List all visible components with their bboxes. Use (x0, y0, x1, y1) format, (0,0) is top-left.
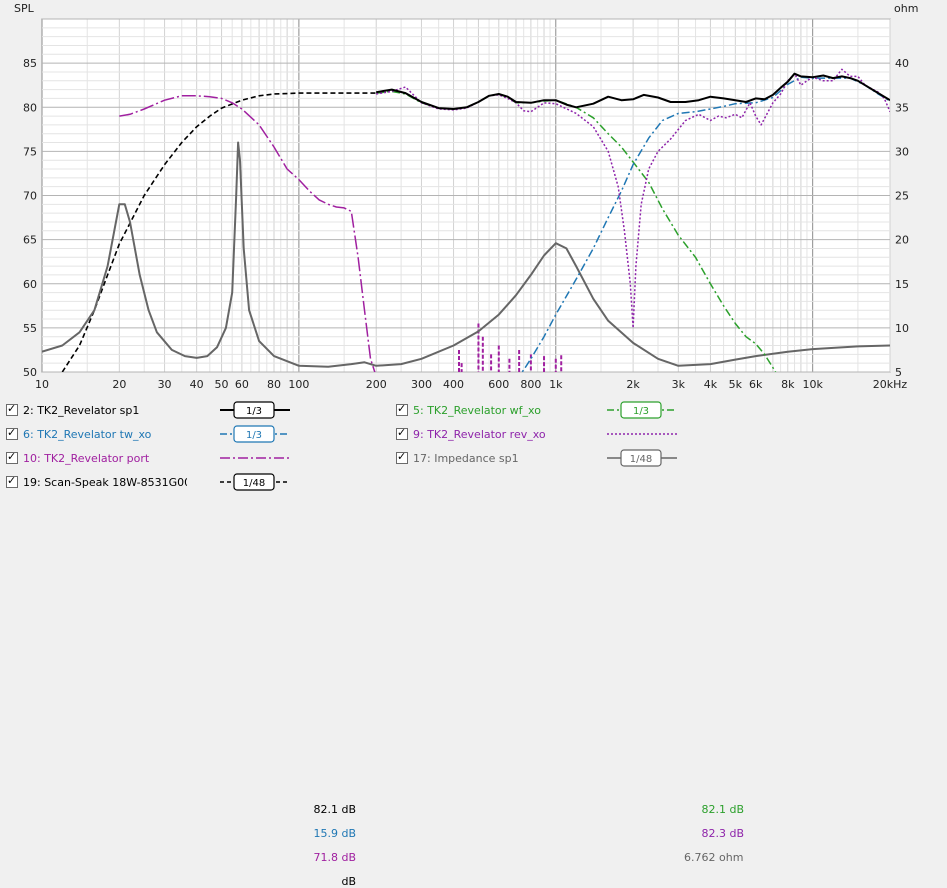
x-tick-label: 2k (626, 378, 640, 391)
x-tick-label: 100 (288, 378, 309, 391)
series-line-tk2-revelator-sp1 (376, 72, 890, 110)
y2-tick-label: 5 (895, 366, 902, 379)
legend-value: 6.762 ohm (684, 851, 744, 864)
checkbox[interactable] (396, 426, 408, 440)
checkbox[interactable] (6, 402, 18, 416)
x-tick-label: 6k (749, 378, 763, 391)
y-tick-label: 70 (23, 190, 37, 203)
x-tick-label: 5k (729, 378, 743, 391)
legend-label: 17: Impedance sp1 (413, 451, 519, 465)
x-tick-label: 200 (366, 378, 387, 391)
x-tick-label: 40 (190, 378, 204, 391)
legend-item-scan-speak[interactable]: 19: Scan-Speak 18W-8531G00 To (6, 472, 188, 492)
legend-item-rev-xo[interactable]: 9: TK2_Revelator rev_xo (396, 424, 596, 444)
x-tick-label: 50 (215, 378, 229, 391)
series-line-impedance-sp1 (42, 141, 890, 368)
x-tick-label: 10k (802, 378, 823, 391)
series-group (42, 68, 890, 372)
series-line-scan-speak-18w-8531g00-to (61, 92, 377, 372)
checkbox[interactable] (6, 426, 18, 440)
y2-tick-label: 25 (895, 190, 909, 203)
y2-tick-label: 30 (895, 145, 909, 158)
legend-item-wf-xo[interactable]: 5: TK2_Revelator wf_xo (396, 400, 596, 420)
y-tick-label: 85 (23, 57, 37, 70)
y-tick-label: 80 (23, 101, 37, 114)
x-tick-label: 4k (704, 378, 718, 391)
legend-value: 82.1 dB (313, 803, 356, 816)
legend-value: 15.9 dB (313, 827, 356, 840)
x-tick-label: 8k (781, 378, 795, 391)
legend-item-sp1[interactable]: 2: TK2_Revelator sp1 (6, 400, 386, 420)
legend: 2: TK2_Revelator sp1 82.1 dB 5: TK2_Reve… (0, 396, 947, 888)
legend-label: 10: TK2_Revelator port (23, 451, 150, 465)
x-tick-label: 80 (267, 378, 281, 391)
frequency-response-chart: 10 20 30 40 50 60 80 100 200 300 400 600 800 1k 2k 3k 4k… (14, 2, 918, 391)
y2-tick-label: 10 (895, 322, 909, 335)
y2-axis-label: ohm (894, 2, 918, 15)
grid (41, 18, 891, 373)
legend-value: dB (341, 875, 356, 888)
checkbox[interactable] (396, 402, 408, 416)
x-tick-label: 20 (112, 378, 126, 391)
y-tick-label: 75 (23, 145, 37, 158)
legend-label: 6: TK2_Revelator tw_xo (23, 427, 152, 441)
legend-label: 2: TK2_Revelator sp1 (23, 403, 140, 417)
y-axis-label: SPL (14, 2, 35, 15)
y2-tick-label: 20 (895, 234, 909, 247)
x-tick-label: 300 (411, 378, 432, 391)
y-tick-label: 55 (23, 322, 37, 335)
legend-value: 71.8 dB (313, 851, 356, 864)
legend-item-impedance[interactable]: 17: Impedance sp1 (396, 448, 596, 468)
y-tick-label: 50 (23, 366, 37, 379)
x-tick-label: 10 (35, 378, 49, 391)
x-tick-label: 600 (488, 378, 509, 391)
legend-label: 9: TK2_Revelator rev_xo (413, 427, 546, 441)
x-tick-label: 400 (443, 378, 464, 391)
checkbox[interactable] (396, 450, 408, 464)
y-tick-label: 60 (23, 278, 37, 291)
legend-item-port[interactable]: 10: TK2_Revelator port (6, 448, 206, 468)
x-tick-label: 3k (672, 378, 686, 391)
x-tick-label: 1k (549, 378, 563, 391)
legend-value: 82.1 dB (701, 803, 744, 816)
legend-value: 82.3 dB (701, 827, 744, 840)
y2-tick-label: 35 (895, 101, 909, 114)
x-tick-label: 60 (235, 378, 249, 391)
y2-tick-label: 40 (895, 57, 909, 70)
y2-tick-label: 15 (895, 278, 909, 291)
series-line-tk2-revelator-port (119, 95, 376, 372)
x-tick-label: 30 (158, 378, 172, 391)
x-tick-label: 20kHz (873, 378, 908, 391)
legend-label: 5: TK2_Revelator wf_xo (413, 403, 541, 417)
checkbox[interactable] (6, 450, 18, 464)
x-tick-label: 800 (520, 378, 541, 391)
y-tick-label: 65 (23, 234, 37, 247)
legend-item-tw-xo[interactable]: 6: TK2_Revelator tw_xo (6, 424, 206, 444)
legend-label: 19: Scan-Speak 18W-8531G00 To (23, 475, 187, 489)
checkbox[interactable] (6, 474, 18, 488)
